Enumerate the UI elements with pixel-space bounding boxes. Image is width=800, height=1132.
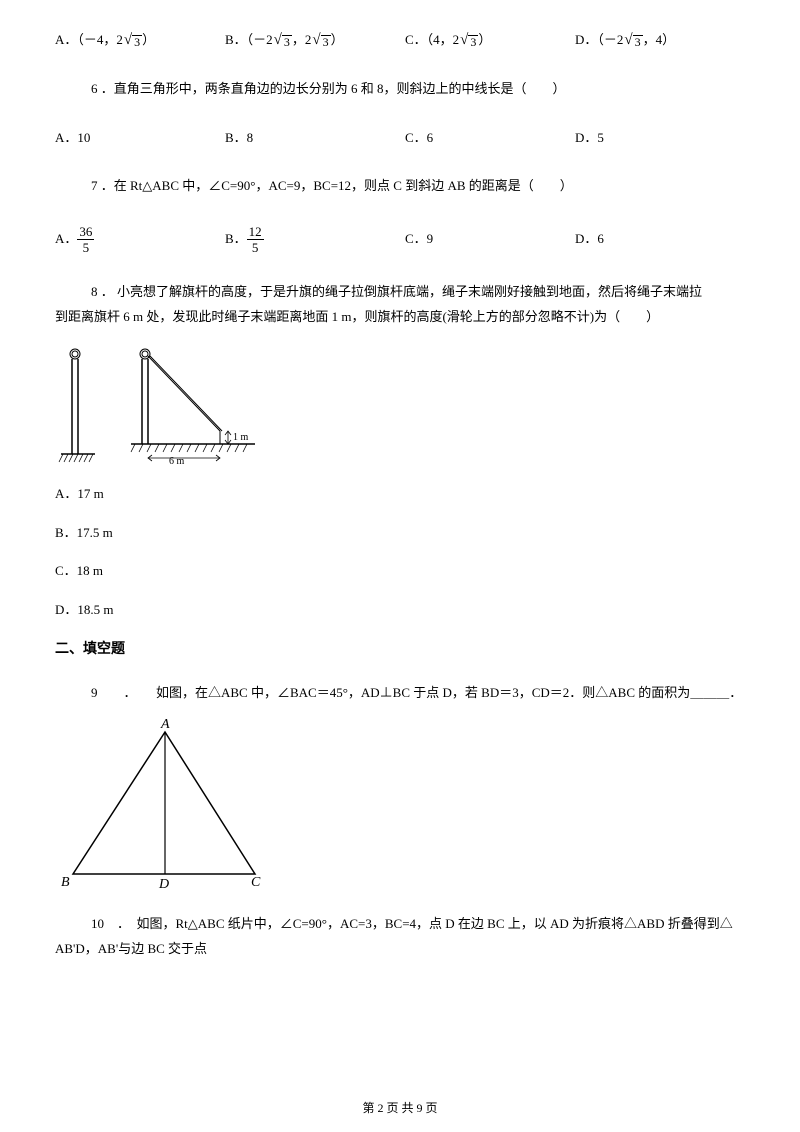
page-footer: 第 2 页 共 9 页 bbox=[0, 1099, 800, 1118]
q6-opt-b: B．8 bbox=[225, 128, 405, 149]
q8-line1: 8 ． 小亮想了解旗杆的高度，于是升旗的绳子拉倒旗杆底端，绳子末端刚好接触到地面… bbox=[55, 282, 745, 303]
q7-opt-b: B． 12 5 bbox=[225, 225, 405, 254]
flagpole-straight-icon bbox=[55, 346, 105, 466]
q7-a-label: A． bbox=[55, 229, 77, 250]
sqrt-icon: 3 bbox=[624, 33, 642, 48]
q8-opt-c: C．18 m bbox=[55, 561, 745, 582]
label-c: C bbox=[251, 875, 261, 890]
triangle-abc-icon: A B C D bbox=[55, 714, 275, 894]
dim-1m: 1 m bbox=[233, 432, 249, 443]
q5-d-pre: D．（－2 bbox=[575, 30, 623, 51]
fraction-icon: 36 5 bbox=[77, 225, 94, 254]
q5-c-tail: ） bbox=[478, 30, 491, 51]
q8-opt-a: A．17 m bbox=[55, 484, 745, 505]
q5-b-tail: ） bbox=[331, 30, 344, 51]
q5-b-pre: B．（－2 bbox=[225, 30, 273, 51]
q5-opt-b: B．（－2 3 ，2 3 ） bbox=[225, 30, 405, 51]
q10-line2: AB'D，AB'与边 BC 交于点 bbox=[55, 939, 745, 960]
q5-options: A．（－4，2 3 ） B．（－2 3 ，2 3 ） C．（4，2 3 ） D．… bbox=[55, 30, 745, 51]
q5-c-pre: C．（4，2 bbox=[405, 30, 459, 51]
q5-a-pre: A．（－4，2 bbox=[55, 30, 123, 51]
q8-figure: 6 m 1 m bbox=[55, 346, 745, 466]
q5-a-tail: ） bbox=[142, 30, 155, 51]
dim-6m: 6 m bbox=[169, 456, 185, 466]
q6-opt-c: C．6 bbox=[405, 128, 575, 149]
sqrt-icon: 3 bbox=[460, 33, 478, 48]
q6-options: A．10 B．8 C．6 D．5 bbox=[55, 128, 745, 149]
sqrt-icon: 3 bbox=[124, 33, 142, 48]
q5-opt-d: D．（－2 3 ，4） bbox=[575, 30, 745, 51]
q6-text: 6 ．直角三角形中，两条直角边的边长分别为 6 和 8，则斜边上的中线长是（ ） bbox=[55, 79, 745, 100]
sqrt-icon: 3 bbox=[274, 33, 292, 48]
q7-options: A． 36 5 B． 12 5 C．9 D．6 bbox=[55, 225, 745, 254]
q5-opt-c: C．（4，2 3 ） bbox=[405, 30, 575, 51]
q7-opt-c: C．9 bbox=[405, 229, 575, 250]
sqrt-icon: 3 bbox=[312, 33, 330, 48]
flagpole-pulled-icon: 6 m 1 m bbox=[125, 346, 275, 466]
q9-text: 9 ． 如图，在△ABC 中，∠BAC＝45°，AD⊥BC 于点 D，若 BD＝… bbox=[55, 683, 745, 704]
label-b: B bbox=[61, 875, 70, 890]
q8-opt-d: D．18.5 m bbox=[55, 600, 745, 621]
label-a: A bbox=[160, 717, 170, 732]
q7-opt-a: A． 36 5 bbox=[55, 225, 225, 254]
q6-opt-a: A．10 bbox=[55, 128, 225, 149]
q8-opt-b: B．17.5 m bbox=[55, 523, 745, 544]
q8-line2: 到距离旗杆 6 m 处，发现此时绳子末端距离地面 1 m，则旗杆的高度(滑轮上方… bbox=[55, 307, 745, 328]
q7-b-label: B． bbox=[225, 229, 247, 250]
label-d: D bbox=[158, 877, 169, 892]
q6-opt-d: D．5 bbox=[575, 128, 745, 149]
q5-b-mid: ，2 bbox=[292, 30, 312, 51]
q5-opt-a: A．（－4，2 3 ） bbox=[55, 30, 225, 51]
q7-opt-d: D．6 bbox=[575, 229, 745, 250]
q9-figure: A B C D bbox=[55, 714, 745, 894]
q5-d-tail: ，4） bbox=[643, 30, 676, 51]
q7-text: 7 ．在 Rt△ABC 中，∠C=90°，AC=9，BC=12，则点 C 到斜边… bbox=[55, 176, 745, 197]
section-2-heading: 二、填空题 bbox=[55, 639, 745, 661]
fraction-icon: 12 5 bbox=[247, 225, 264, 254]
q10-line1: 10 ． 如图，Rt△ABC 纸片中，∠C=90°，AC=3，BC=4，点 D … bbox=[55, 914, 745, 935]
